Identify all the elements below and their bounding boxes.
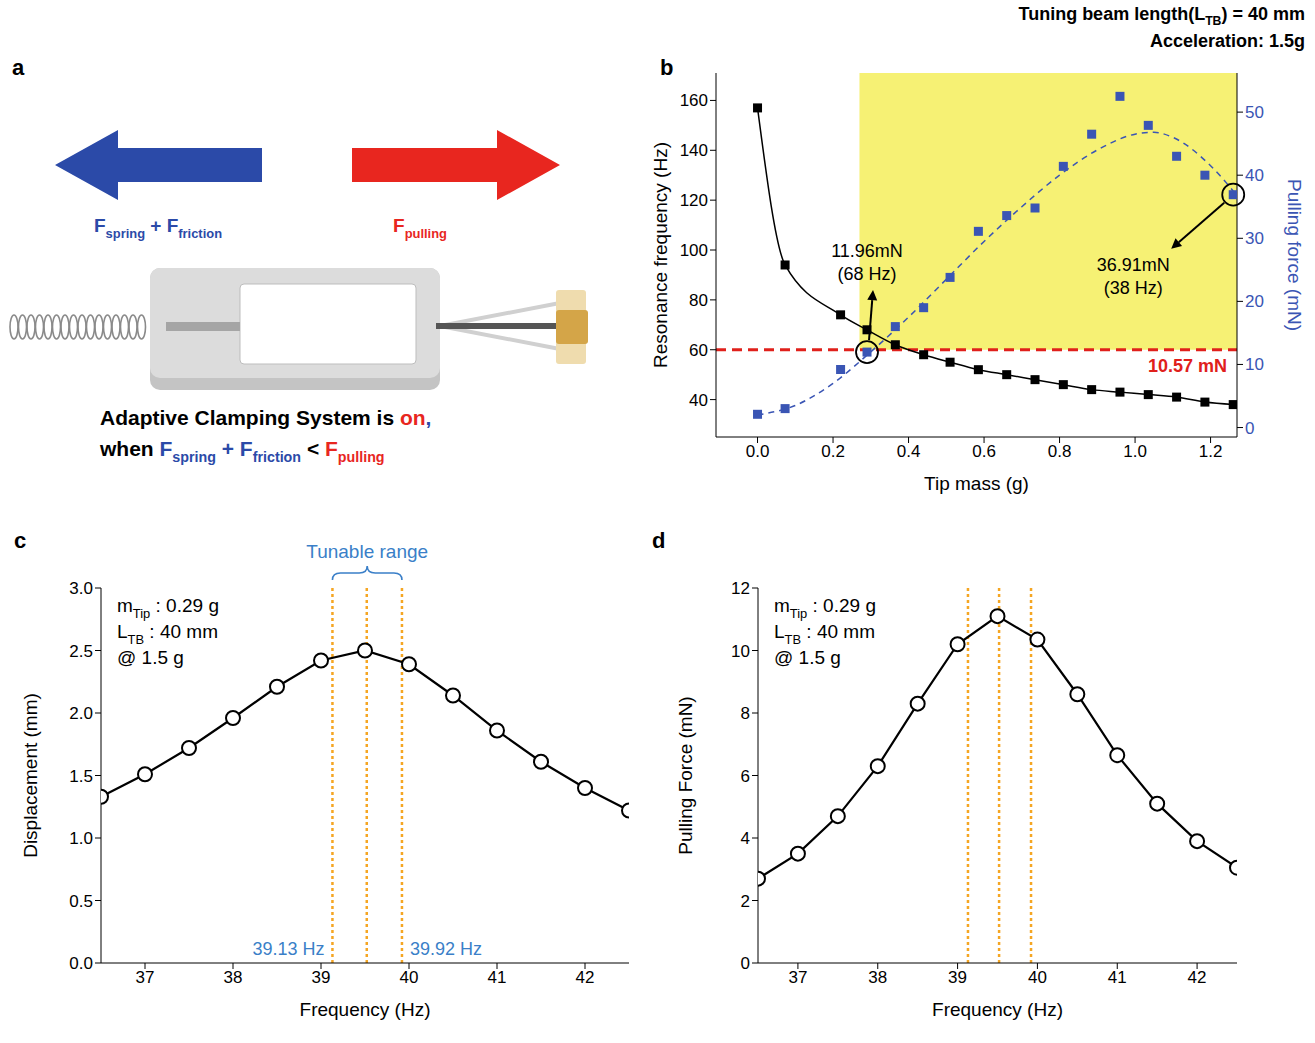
svg-text:@ 1.5 g: @ 1.5 g [774, 647, 841, 668]
svg-text:120: 120 [680, 191, 708, 210]
svg-text:39: 39 [948, 968, 967, 987]
svg-text:10: 10 [1245, 355, 1264, 374]
svg-text:8: 8 [741, 704, 750, 723]
svg-text:0.4: 0.4 [897, 442, 921, 461]
svg-text:6: 6 [741, 767, 750, 786]
svg-text:41: 41 [488, 968, 507, 987]
svg-text:c: c [14, 528, 26, 553]
svg-text:36.91mN: 36.91mN [1097, 255, 1170, 275]
svg-text:140: 140 [680, 141, 708, 160]
svg-text:Tip mass (g): Tip mass (g) [924, 473, 1029, 494]
svg-text:39.13 Hz: 39.13 Hz [252, 939, 324, 959]
svg-text:b: b [660, 55, 673, 80]
svg-text:Frequency (Hz): Frequency (Hz) [932, 999, 1063, 1020]
svg-text:10: 10 [731, 642, 750, 661]
svg-text:50: 50 [1245, 103, 1264, 122]
svg-text:60: 60 [689, 341, 708, 360]
svg-text:LTB : 40 mm: LTB : 40 mm [117, 621, 218, 647]
svg-text:30: 30 [1245, 229, 1264, 248]
svg-text:2.5: 2.5 [69, 642, 93, 661]
svg-text:12: 12 [731, 579, 750, 598]
svg-text:37: 37 [136, 968, 155, 987]
svg-text:42: 42 [1188, 968, 1207, 987]
svg-text:41: 41 [1108, 968, 1127, 987]
svg-text:40: 40 [689, 391, 708, 410]
svg-text:@ 1.5 g: @ 1.5 g [117, 647, 184, 668]
svg-text:0.2: 0.2 [821, 442, 845, 461]
svg-text:Acceleration: 1.5g: Acceleration: 1.5g [1150, 31, 1305, 51]
svg-text:160: 160 [680, 91, 708, 110]
svg-text:(68 Hz): (68 Hz) [838, 264, 897, 284]
svg-text:0: 0 [1245, 419, 1254, 438]
svg-text:2: 2 [741, 892, 750, 911]
svg-text:Tuning beam length(LTB) = 40 m: Tuning beam length(LTB) = 40 mm [1018, 4, 1305, 28]
svg-text:80: 80 [689, 291, 708, 310]
svg-text:Fpulling: Fpulling [393, 215, 447, 241]
svg-text:4: 4 [741, 829, 750, 848]
svg-text:d: d [652, 528, 665, 553]
svg-text:10.57 mN: 10.57 mN [1148, 356, 1227, 376]
svg-text:1.0: 1.0 [1123, 442, 1147, 461]
svg-text:Tunable range: Tunable range [306, 541, 428, 562]
svg-text:1.2: 1.2 [1199, 442, 1223, 461]
svg-text:LTB : 40 mm: LTB : 40 mm [774, 621, 875, 647]
svg-text:39: 39 [312, 968, 331, 987]
svg-text:40: 40 [400, 968, 419, 987]
svg-text:when Fspring + Ffriction < Fpu: when Fspring + Ffriction < Fpulling [99, 437, 385, 465]
svg-text:1.0: 1.0 [69, 829, 93, 848]
svg-text:mTip : 0.29 g: mTip : 0.29 g [117, 595, 219, 621]
svg-text:Pulling force (mN): Pulling force (mN) [1284, 179, 1305, 331]
svg-text:0.0: 0.0 [69, 954, 93, 973]
svg-text:42: 42 [576, 968, 595, 987]
svg-text:Resonance frequency (Hz): Resonance frequency (Hz) [650, 142, 671, 368]
svg-text:38: 38 [868, 968, 887, 987]
svg-text:39.92 Hz: 39.92 Hz [410, 939, 482, 959]
svg-text:3.0: 3.0 [69, 579, 93, 598]
svg-text:2.0: 2.0 [69, 704, 93, 723]
svg-text:20: 20 [1245, 292, 1264, 311]
svg-text:a: a [12, 55, 25, 80]
svg-text:38: 38 [224, 968, 243, 987]
svg-text:37: 37 [788, 968, 807, 987]
svg-text:0.5: 0.5 [69, 892, 93, 911]
svg-text:0: 0 [741, 954, 750, 973]
svg-text:Displacement (mm): Displacement (mm) [20, 693, 41, 858]
svg-text:40: 40 [1245, 166, 1264, 185]
svg-text:0.8: 0.8 [1048, 442, 1072, 461]
svg-text:Frequency (Hz): Frequency (Hz) [300, 999, 431, 1020]
svg-text:0.6: 0.6 [972, 442, 996, 461]
svg-text:0.0: 0.0 [746, 442, 770, 461]
svg-text:1.5: 1.5 [69, 767, 93, 786]
svg-text:(38 Hz): (38 Hz) [1104, 278, 1163, 298]
svg-text:40: 40 [1028, 968, 1047, 987]
svg-text:Fspring + Ffriction: Fspring + Ffriction [94, 215, 222, 241]
svg-text:mTip : 0.29 g: mTip : 0.29 g [774, 595, 876, 621]
svg-text:Pulling Force (mN): Pulling Force (mN) [675, 696, 696, 854]
svg-text:11.96mN: 11.96mN [831, 241, 903, 261]
svg-text:Adaptive Clamping System is on: Adaptive Clamping System is on, [100, 406, 431, 429]
svg-text:100: 100 [680, 241, 708, 260]
